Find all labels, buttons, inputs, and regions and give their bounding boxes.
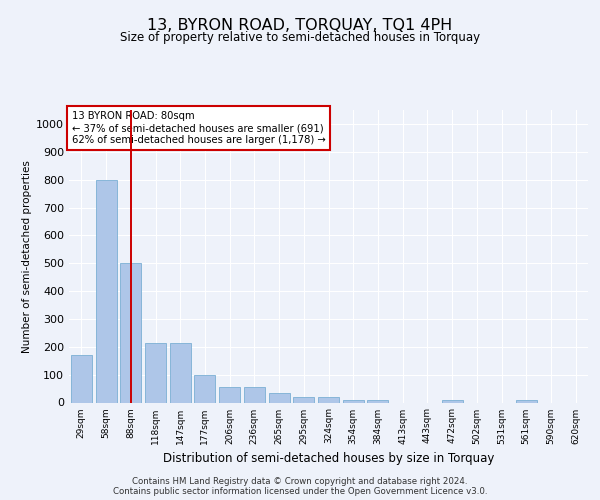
Bar bbox=[145, 342, 166, 402]
Bar bbox=[120, 263, 141, 402]
Text: 13 BYRON ROAD: 80sqm
← 37% of semi-detached houses are smaller (691)
62% of semi: 13 BYRON ROAD: 80sqm ← 37% of semi-detac… bbox=[71, 112, 325, 144]
Bar bbox=[343, 400, 364, 402]
Bar bbox=[293, 397, 314, 402]
Bar bbox=[367, 400, 388, 402]
Bar bbox=[442, 400, 463, 402]
Bar bbox=[71, 355, 92, 403]
X-axis label: Distribution of semi-detached houses by size in Torquay: Distribution of semi-detached houses by … bbox=[163, 452, 494, 465]
Bar bbox=[269, 393, 290, 402]
Bar bbox=[194, 374, 215, 402]
Bar bbox=[516, 400, 537, 402]
Bar bbox=[170, 342, 191, 402]
Bar bbox=[219, 387, 240, 402]
Text: Contains HM Land Registry data © Crown copyright and database right 2024.
Contai: Contains HM Land Registry data © Crown c… bbox=[113, 476, 487, 496]
Y-axis label: Number of semi-detached properties: Number of semi-detached properties bbox=[22, 160, 32, 352]
Text: Size of property relative to semi-detached houses in Torquay: Size of property relative to semi-detach… bbox=[120, 31, 480, 44]
Bar bbox=[244, 387, 265, 402]
Bar bbox=[318, 397, 339, 402]
Bar bbox=[95, 180, 116, 402]
Text: 13, BYRON ROAD, TORQUAY, TQ1 4PH: 13, BYRON ROAD, TORQUAY, TQ1 4PH bbox=[148, 18, 452, 32]
